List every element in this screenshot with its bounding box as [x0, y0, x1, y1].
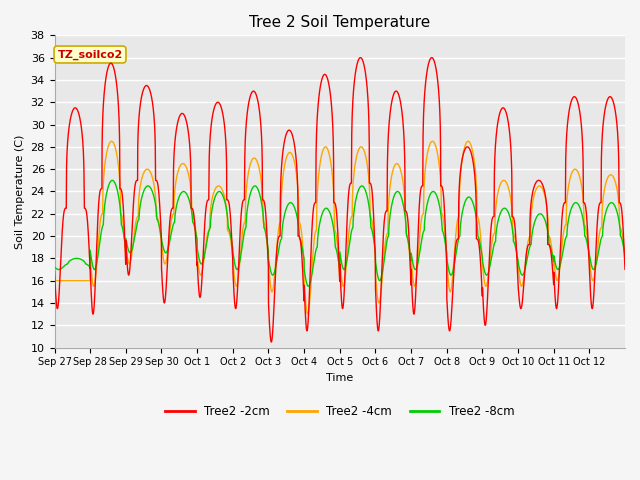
X-axis label: Time: Time [326, 373, 353, 383]
Legend: Tree2 -2cm, Tree2 -4cm, Tree2 -8cm: Tree2 -2cm, Tree2 -4cm, Tree2 -8cm [161, 400, 519, 423]
Title: Tree 2 Soil Temperature: Tree 2 Soil Temperature [249, 15, 430, 30]
Y-axis label: Soil Temperature (C): Soil Temperature (C) [15, 134, 25, 249]
Text: TZ_soilco2: TZ_soilco2 [58, 49, 123, 60]
